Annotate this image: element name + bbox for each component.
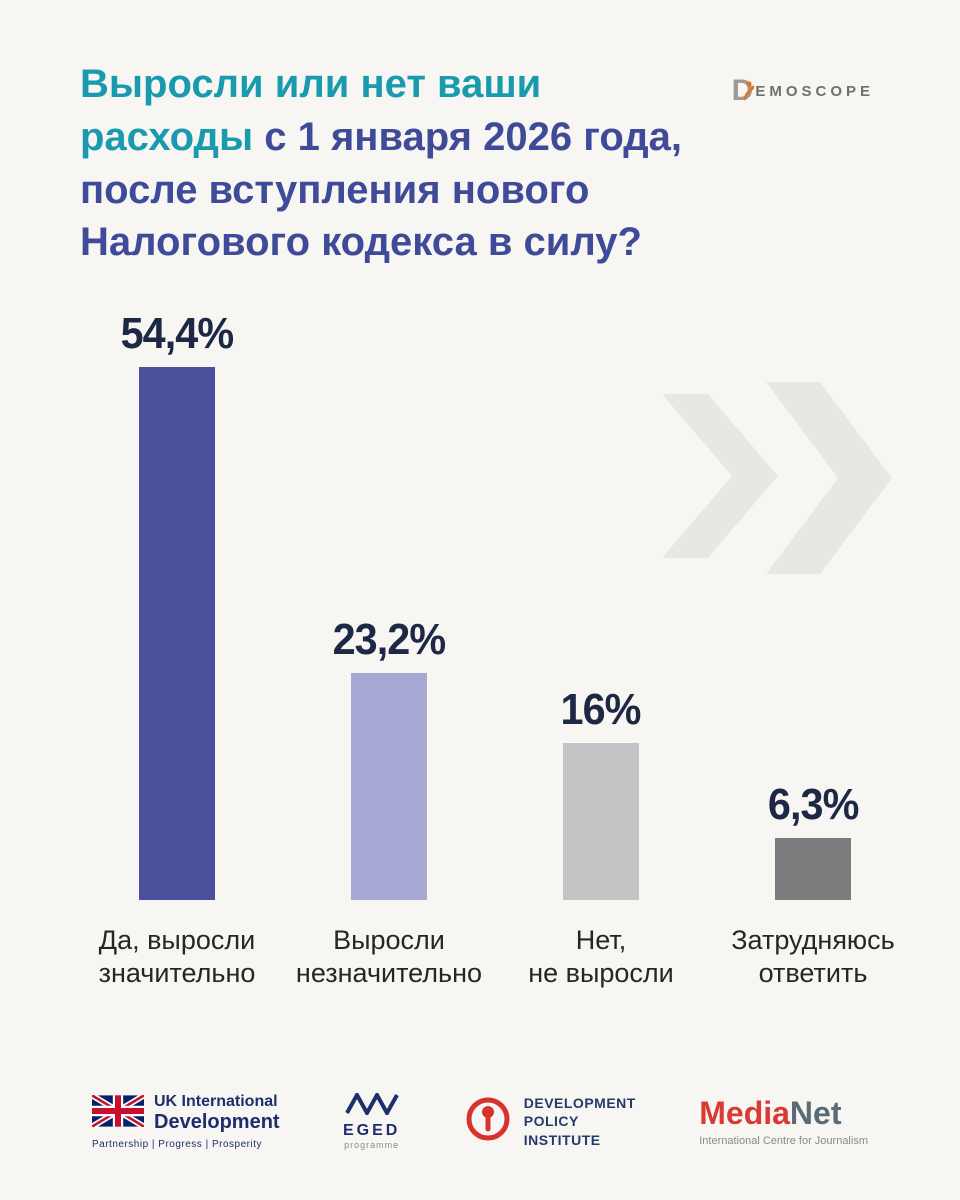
medianet-logo-net: Net [789,1094,842,1131]
chart-bars-row: 54,4% 23,2% 16% 6,3% [71,300,919,900]
category-line: Выросли [333,925,445,955]
demoscope-logo: D EMOSCOPE [732,76,874,106]
eged-mark-icon [344,1090,399,1120]
category-line: ответить [758,957,868,988]
uk-logo-line1: UK International [154,1093,278,1111]
category-line: значительно [98,957,256,988]
chart-column: 23,2% [283,615,495,900]
title-rest-text: после вступления нового [80,167,590,212]
category-line: Да, выросли [98,925,256,955]
bar-chart: 54,4% 23,2% 16% 6,3% Да, выросли значите… [71,300,919,990]
title-rest-text: Налогового кодекса в силу? [80,220,642,265]
eged-logo-name: EGED [343,1122,401,1139]
title-line-4: Налогового кодекса в силу? [80,216,780,269]
dpi-logo-line1: DEVELOPMENT [523,1095,636,1112]
bar [775,838,851,900]
dpi-emblem-icon [464,1095,512,1148]
demoscope-figure-icon [743,81,755,106]
bar [139,367,215,900]
bar [351,673,427,900]
category-label: Затрудняюсь ответить [707,924,919,990]
demoscope-wordmark: EMOSCOPE [755,82,874,100]
bar [563,743,639,900]
category-line: незначительно [295,957,483,988]
title-accent-text: Выросли или нет ваши [80,62,542,106]
category-label: Выросли незначительно [283,924,495,990]
chart-column: 54,4% [71,309,283,900]
category-line: не выросли [528,957,674,988]
value-label: 54,4% [120,309,235,358]
union-jack-flag-icon [90,1092,146,1132]
uk-international-development-logo: UK International Development Partnership… [90,1092,280,1150]
title-line-2: расходы с 1 января 2026 года, [80,111,780,164]
medianet-logo-media: Media [699,1094,790,1131]
value-label: 16% [561,685,642,734]
medianet-logo-sub: International Centre for Journalism [699,1134,868,1147]
uk-logo-line2: Development [154,1110,280,1133]
value-label: 6,3% [767,780,859,829]
chart-column: 16% [495,685,707,900]
category-line: Нет, [575,925,627,955]
category-label: Да, выросли значительно [71,924,283,990]
value-label: 23,2% [332,615,447,664]
footer-logos: UK International Development Partnership… [90,1090,868,1150]
medianet-logo: MediaNet International Centre for Journa… [699,1097,868,1147]
title-accent-text: расходы [80,114,254,159]
dpi-logo-line2: POLICY [523,1113,579,1130]
category-label: Нет, не выросли [495,924,707,990]
development-policy-institute-logo: DEVELOPMENT POLICY INSTITUTE [464,1094,636,1149]
uk-logo-tagline: Partnership | Progress | Prosperity [92,1138,262,1150]
dpi-logo-line3: INSTITUTE [523,1131,601,1148]
chart-column: 6,3% [707,780,919,900]
title-rest-text: с 1 января 2026 года, [253,114,682,159]
page-title: Выросли или нет ваши расходы с 1 января … [80,58,780,269]
title-line-3: после вступления нового [80,164,780,217]
eged-logo-sub: programme [344,1140,400,1150]
category-line: Затрудняюсь [731,925,895,955]
title-line-1: Выросли или нет ваши [80,58,780,111]
eged-programme-logo: EGED programme [343,1090,401,1150]
chart-category-row: Да, выросли значительно Выросли незначит… [71,900,919,990]
chevron-decoration-icon [662,382,892,579]
